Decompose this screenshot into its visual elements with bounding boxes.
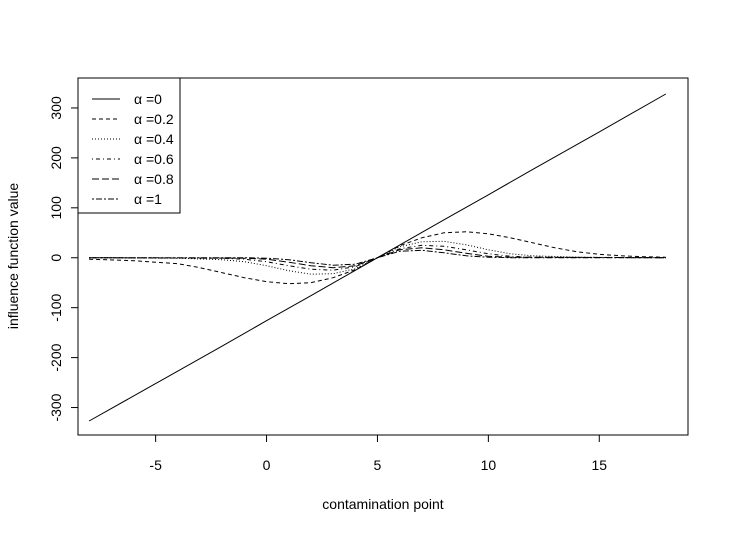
x-tick-label: 5 [374, 457, 382, 473]
x-tick-label: 0 [263, 457, 271, 473]
x-tick-label: -5 [149, 457, 162, 473]
series-line-1 [89, 231, 666, 285]
legend-label-2: α =0.4 [134, 131, 174, 147]
x-tick-label: 10 [481, 457, 497, 473]
x-axis: -5 0 5 10 15 [149, 434, 607, 473]
legend: α =0 α =0.2 α =0.4 α =0.6 α =0.8 α =1 [77, 77, 181, 214]
y-tick-label: -200 [48, 343, 64, 371]
series-layer [88, 93, 667, 422]
y-tick-label: -100 [48, 293, 64, 321]
y-tick-label: 100 [48, 196, 64, 220]
x-axis-title: contamination point [322, 496, 444, 512]
legend-label-0: α =0 [134, 91, 162, 107]
y-tick-label: 200 [48, 146, 64, 170]
y-tick-label: 300 [48, 96, 64, 120]
legend-label-3: α =0.6 [134, 151, 174, 167]
legend-box [77, 77, 181, 214]
x-tick-label: 15 [591, 457, 607, 473]
series-line-5 [89, 249, 666, 266]
y-tick-label: -300 [48, 393, 64, 421]
y-axis-title: influence function value [5, 183, 21, 330]
legend-label-4: α =0.8 [134, 171, 174, 187]
legend-label-5: α =1 [134, 191, 162, 207]
legend-label-1: α =0.2 [134, 111, 174, 127]
y-tick-label: 0 [48, 254, 64, 262]
y-axis: -300 -200 -100 0 100 200 300 [48, 96, 79, 422]
